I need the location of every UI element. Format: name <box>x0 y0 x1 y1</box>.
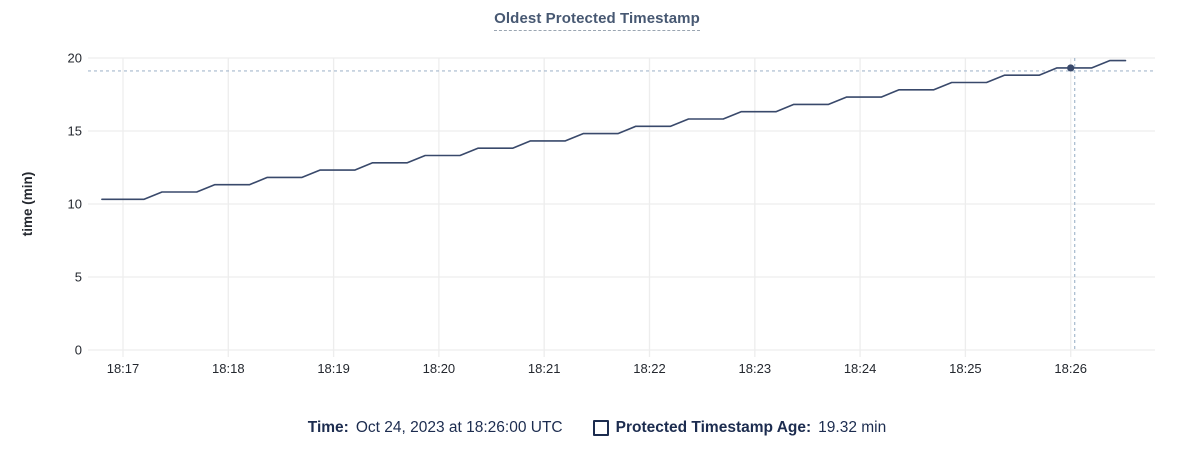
y-tick-label: 10 <box>68 197 82 212</box>
series-checkbox-icon[interactable] <box>592 420 609 436</box>
x-tick-label: 18:22 <box>633 361 666 376</box>
x-tick-label: 18:21 <box>528 361 561 376</box>
legend-series-group: Protected Timestamp Age: 19.32 min <box>592 419 887 437</box>
x-tick-label: 18:23 <box>739 361 772 376</box>
hover-point-dot <box>1067 64 1075 72</box>
x-tick-label: 18:17 <box>107 361 140 376</box>
y-tick-label: 5 <box>75 270 82 285</box>
y-axis-title: time (min) <box>20 172 35 237</box>
x-tick-label: 18:26 <box>1054 361 1087 376</box>
x-tick-label: 18:20 <box>423 361 456 376</box>
x-tick-label: 18:25 <box>949 361 982 376</box>
hover-legend: Time: Oct 24, 2023 at 18:26:00 UTC Prote… <box>0 419 1194 437</box>
y-tick-label: 15 <box>68 124 82 139</box>
chart-canvas[interactable]: 0 5 10 15 20 18:17 18:18 18:19 18:20 18:21 18:22 18… <box>0 0 1194 410</box>
chart-title[interactable]: Oldest Protected Timestamp <box>494 10 700 31</box>
y-tick-label: 20 <box>68 51 82 66</box>
chart-title-row: Oldest Protected Timestamp <box>0 10 1194 31</box>
x-tick-label: 18:19 <box>317 361 350 376</box>
legend-time-value: Oct 24, 2023 at 18:26:00 UTC <box>355 419 563 436</box>
legend-time-group: Time: Oct 24, 2023 at 18:26:00 UTC <box>308 419 563 437</box>
x-tick-label: 18:18 <box>212 361 245 376</box>
legend-time-label: Time: <box>307 419 349 436</box>
x-tick-label: 18:24 <box>844 361 877 376</box>
legend-series-value: 19.32 min <box>818 419 887 436</box>
legend-series-label: Protected Timestamp Age: <box>615 419 812 436</box>
y-tick-label: 0 <box>75 343 82 358</box>
series-line-protected-timestamp-age <box>101 59 1127 201</box>
